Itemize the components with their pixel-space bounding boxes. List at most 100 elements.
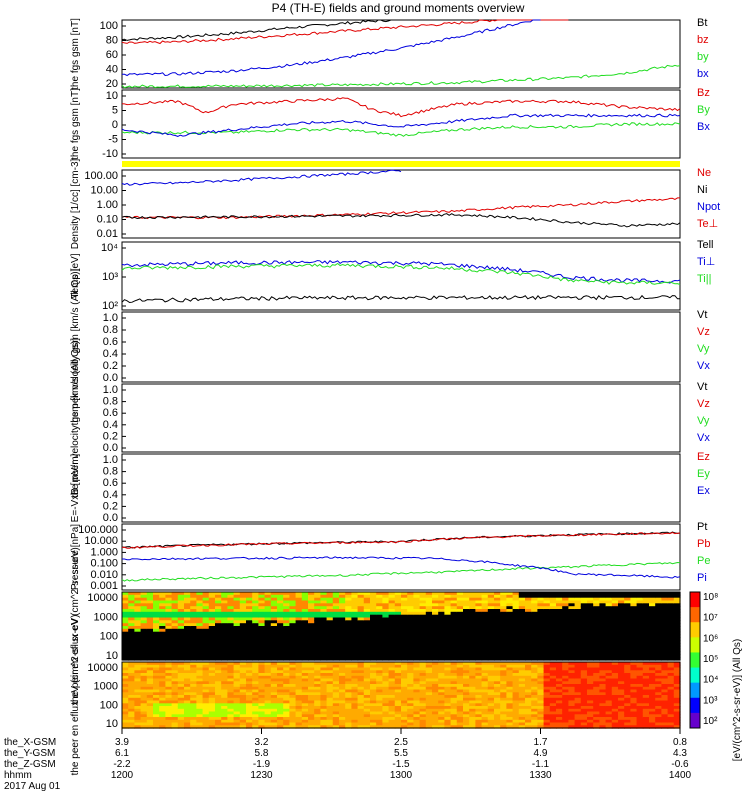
heatmap-cell (339, 700, 346, 704)
legend-ex: Ex (697, 485, 710, 497)
heatmap-cell (351, 725, 359, 729)
heatmap-cell (655, 664, 662, 669)
heatmap-cell (128, 600, 135, 604)
heatmap-cell (642, 600, 650, 604)
y-tick-label: 1.0 (103, 384, 118, 396)
heatmap-cell (215, 600, 222, 604)
heatmap-cell (506, 597, 514, 602)
heatmap-cell (177, 611, 185, 616)
heatmap-cell (611, 620, 619, 624)
heatmap-cell (543, 686, 551, 691)
heatmap-cell (382, 695, 390, 699)
heatmap-cell (413, 670, 421, 674)
heatmap-cell (438, 614, 445, 619)
heatmap-cell (258, 673, 266, 677)
heatmap-cell (252, 626, 259, 630)
heatmap-cell (382, 667, 390, 671)
heatmap-cell (549, 722, 557, 726)
heatmap-cell (339, 597, 346, 602)
heatmap-cell (171, 648, 179, 653)
heatmap-cell (146, 703, 154, 707)
heatmap-cell (128, 686, 135, 691)
heatmap-cell (388, 654, 396, 658)
heatmap-cell (419, 675, 427, 680)
heatmap-cell (215, 637, 222, 641)
heatmap-cell (370, 634, 377, 638)
heatmap-cell (475, 678, 483, 682)
heatmap-cell (444, 681, 452, 685)
heatmap-cell (549, 597, 557, 602)
heatmap-cell (308, 692, 315, 696)
heatmap-cell (295, 640, 303, 644)
series-bx (122, 19, 541, 77)
heatmap-cell (128, 628, 135, 633)
heatmap-cell (481, 689, 489, 693)
heatmap-cell (655, 645, 662, 650)
heatmap-cell (574, 620, 582, 624)
heatmap-cell (128, 689, 135, 693)
heatmap-cell (140, 594, 148, 599)
heatmap-cell (475, 592, 483, 596)
y-tick-label: 100 (100, 20, 118, 32)
heatmap-cell (469, 670, 476, 674)
heatmap-cell (401, 614, 408, 619)
heatmap-cell (264, 643, 272, 647)
heatmap-cell (227, 670, 235, 674)
heatmap-cell (549, 592, 557, 596)
heatmap-cell (370, 686, 377, 691)
heatmap-cell (382, 592, 390, 596)
heatmap-cell (630, 609, 638, 613)
heatmap-cell (537, 626, 545, 630)
heatmap-cell (549, 706, 557, 710)
heatmap-cell (339, 634, 346, 638)
heatmap-cell (326, 631, 334, 636)
heatmap-cell (425, 597, 433, 602)
heatmap-cell (506, 703, 514, 707)
heatmap-cell (239, 603, 247, 607)
heatmap-cell (184, 654, 191, 658)
heatmap-cell (301, 597, 309, 602)
heatmap-cell (636, 600, 644, 604)
heatmap-cell (320, 670, 328, 674)
heatmap-cell (283, 631, 290, 636)
heatmap-cell (432, 717, 439, 721)
heatmap-cell (463, 673, 470, 677)
heatmap-cell (487, 640, 495, 644)
heatmap-cell (221, 603, 228, 607)
heatmap-cell (531, 678, 538, 682)
heatmap-cell (239, 711, 247, 715)
heatmap-cell (444, 611, 452, 616)
heatmap-cell (221, 706, 228, 710)
heatmap-cell (549, 603, 557, 607)
heatmap-cell (506, 684, 514, 688)
heatmap-cell (500, 695, 507, 699)
heatmap-cell (506, 692, 514, 696)
heatmap-cell (611, 648, 619, 653)
heatmap-cell (227, 689, 235, 693)
heatmap-cell (376, 684, 383, 688)
heatmap-cell (630, 592, 638, 596)
heatmap-cell (227, 697, 235, 702)
heatmap-cell (593, 606, 600, 610)
heatmap-cell (165, 717, 173, 721)
heatmap-cell (339, 628, 346, 633)
heatmap-cell (301, 614, 309, 619)
heatmap-cell (618, 640, 625, 644)
heatmap-cell (208, 686, 216, 691)
heatmap-cell (202, 719, 210, 724)
heatmap-cell (649, 611, 656, 616)
heatmap-cell (413, 611, 421, 616)
heatmap-cell (512, 706, 520, 710)
heatmap-cell (370, 664, 377, 669)
heatmap-cell (283, 614, 290, 619)
heatmap-cell (525, 725, 532, 729)
heatmap-cell (122, 648, 129, 653)
heatmap-cell (667, 684, 675, 688)
heatmap-cell (388, 725, 396, 729)
heatmap-cell (611, 637, 619, 641)
heatmap-cell (611, 725, 619, 729)
heatmap-cell (630, 725, 638, 729)
heatmap-cell (401, 620, 408, 624)
heatmap-cell (673, 654, 681, 658)
